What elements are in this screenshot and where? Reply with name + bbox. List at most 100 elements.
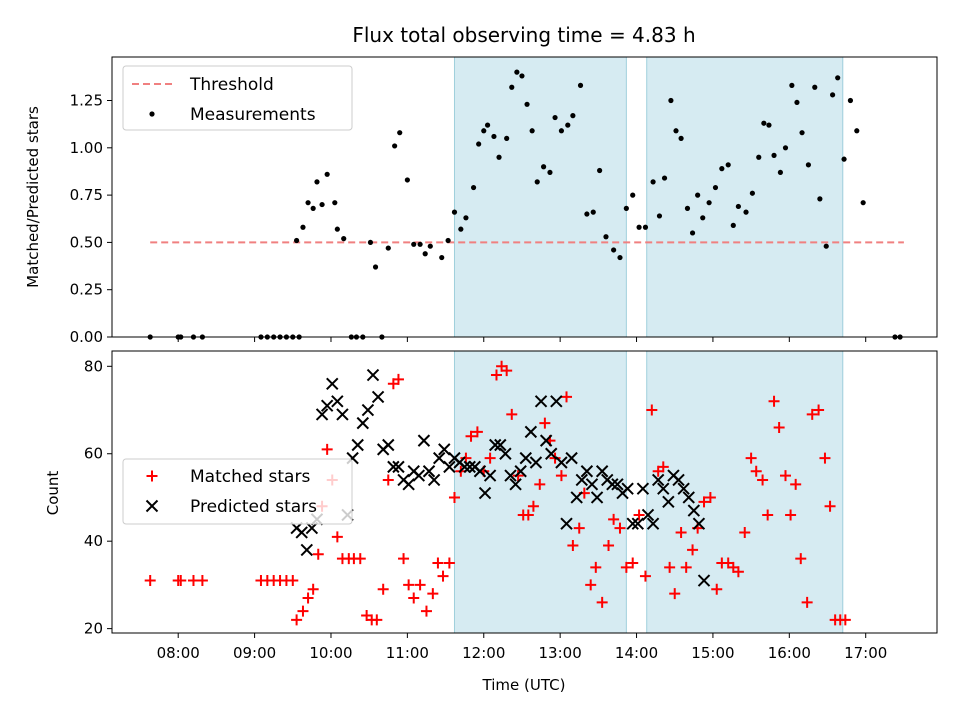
matched-star-marker [175,575,187,587]
measurement-point [725,162,731,168]
measurement-point [451,209,458,215]
matched-star-marker [331,531,343,543]
y-tick-label: 60 [84,445,103,463]
x-tick-label: 15:00 [691,644,734,662]
measurement-point [678,135,684,141]
measurement-point [623,205,629,211]
predicted-star-marker [636,482,650,495]
legend-matched-label: Matched stars [190,467,310,487]
measurement-point [650,179,656,185]
legend-predicted-swatch [145,499,159,513]
measurement-point [427,243,433,249]
matched-star-marker [801,596,813,608]
measurement-point [417,241,423,247]
measurement-point [514,69,520,75]
measurement-point [470,184,477,191]
matched-star-marker [307,583,319,595]
top-x-axis-ticks [177,337,867,342]
measurement-point [540,164,547,170]
measurement-point [481,128,487,134]
predicted-star-marker [361,403,375,417]
predicted-star-marker [483,469,497,482]
shaded-interval [646,56,844,338]
measurement-point [617,254,623,261]
predicted-star-marker [682,491,695,504]
predicted-star-marker [575,473,588,487]
matched-star-marker [506,408,518,420]
measurement-point [294,237,300,244]
matched-star-marker [732,566,744,578]
measurement-point [860,200,866,206]
measurement-point [300,224,306,230]
matched-star-marker [762,509,774,521]
measurement-point [700,215,706,221]
predicted-star-marker [356,416,370,430]
matched-star-marker [687,544,699,556]
measurement-point [597,167,603,174]
measurement-point [735,203,741,210]
legend-matched-swatch [146,470,158,482]
matched-star-marker [302,592,314,604]
measurement-point [590,209,596,215]
matched-star-marker [614,522,626,534]
measurement-point [812,84,818,90]
predicted-star-marker [315,408,329,421]
measurement-point [756,154,762,160]
matched-star-marker [839,614,851,626]
predicted-star-marker [606,478,619,491]
measurement-point [761,120,767,126]
x-tick-label: 12:00 [462,644,505,662]
predicted-star-marker [402,478,415,491]
predicted-star-marker [550,395,563,408]
bottom-y-axis: 20 40 60 80 [84,357,112,638]
matched-star-marker [465,430,477,442]
measurement-point [854,128,860,134]
predicted-star-marker [545,447,558,460]
predicted-star-marker [514,465,527,478]
bottom-shaded-intervals [453,350,844,634]
predicted-star-marker [534,395,548,408]
matched-star-marker [680,561,692,573]
x-tick-label: 10:00 [309,644,352,662]
measurement-point [463,215,469,221]
measurement-point [385,245,391,251]
matched-star-marker [585,579,597,591]
shaded-interval [453,56,627,338]
predicted-star-marker [672,473,685,487]
measurement-point [319,201,325,208]
top-legend: Threshold Measurements [122,65,353,131]
measurement-point [730,222,736,228]
matched-star-marker [795,553,807,565]
measurement-point [684,205,691,211]
predicted-star-marker [646,517,660,530]
measurement-point [789,82,795,88]
measurement-point [367,239,374,246]
predicted-star-marker [539,434,553,447]
matched-star-marker [561,391,573,403]
matched-star-marker [567,540,579,552]
measurement-point [749,190,755,196]
legend-x-marker [145,499,159,513]
matched-star-marker [608,513,620,525]
measurement-point [817,196,823,202]
predicted-star-marker [560,517,573,530]
matched-star-marker [287,575,299,587]
matched-star-marker [790,478,802,490]
measurement-point [636,224,642,230]
predicted-star-marker [631,517,645,530]
measurement-point [439,254,445,261]
matched-star-marker [443,557,455,569]
matched-star-marker [620,561,632,573]
matched-star-marker [354,553,366,565]
predicted-star-marker [432,451,446,465]
predicted-star-marker [662,495,675,509]
matched-star-marker [779,470,791,482]
matched-star-marker [522,509,534,521]
measurement-point [534,179,540,185]
measurement-point [529,128,535,134]
matched-star-marker [768,395,780,407]
measurement-point [504,135,510,141]
matched-star-marker [745,452,757,464]
measurement-point [656,213,663,219]
predicted-star-marker [641,508,655,522]
